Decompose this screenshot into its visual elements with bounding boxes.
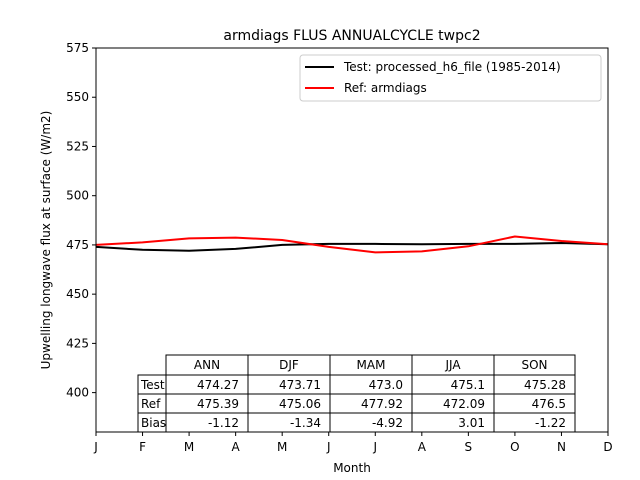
table-row-label: Test [140, 378, 165, 392]
x-tick-label: A [418, 440, 427, 454]
x-tick-label: M [184, 440, 194, 454]
legend-label: Test: processed_h6_file (1985-2014) [343, 60, 561, 74]
legend-label: Ref: armdiags [344, 81, 427, 95]
table-cell-value: 472.09 [443, 397, 485, 411]
y-tick-label: 425 [66, 336, 89, 350]
table-cell-value: 475.1 [451, 378, 485, 392]
table-cell-value: 475.28 [524, 378, 566, 392]
table-column-header: SON [521, 358, 547, 372]
table-cell-value: 475.06 [279, 397, 321, 411]
table-column-header: ANN [194, 358, 220, 372]
x-tick-label: F [139, 440, 146, 454]
table-column-header: MAM [357, 358, 386, 372]
table-column-header: JJA [444, 358, 461, 372]
y-tick-label: 475 [66, 238, 89, 252]
y-tick-label: 400 [66, 386, 89, 400]
legend: Test: processed_h6_file (1985-2014) Ref: … [299, 54, 602, 102]
x-tick-label: J [93, 440, 98, 454]
x-tick-label: S [465, 440, 473, 454]
series-line [95, 242, 609, 252]
table-cell-value: -4.92 [372, 416, 403, 430]
chart-title: armdiags FLUS ANNUALCYCLE twpc2 [223, 28, 480, 44]
table-cell-value: 473.0 [369, 378, 403, 392]
plot-frame [95, 47, 609, 433]
x-tick-label: J [372, 440, 377, 454]
series-line [95, 235, 609, 254]
y-tick-label: 450 [66, 287, 89, 301]
stats-table: ANN DJF MAM JJA SON Test 474.27 473.71 473.0 475.… [137, 354, 576, 433]
table-cell-value: 473.71 [279, 378, 321, 392]
y-axis-label: Upwelling longwave flux at surface (W/m2… [39, 111, 53, 370]
legend-box [299, 54, 602, 102]
table-cell-value: -1.22 [535, 416, 566, 430]
x-tick-label: J [326, 440, 331, 454]
x-tick-label: A [232, 440, 241, 454]
table-cell-value: 474.27 [197, 378, 239, 392]
table-cell-value: 477.92 [361, 397, 403, 411]
x-tick-label: O [510, 440, 519, 454]
table-cell-value: 475.39 [197, 397, 239, 411]
table-row-label: Bias [141, 416, 166, 430]
table-column-header: DJF [279, 358, 299, 372]
table-cell-value: 3.01 [458, 416, 485, 430]
x-tick-label: D [603, 440, 612, 454]
y-tick-label: 525 [66, 139, 89, 153]
y-axis: 400 425 450 475 500 525 550 575 [66, 41, 96, 400]
table-row-label: Ref [141, 397, 161, 411]
plot-lines [95, 235, 609, 254]
y-tick-label: 575 [66, 41, 89, 55]
x-tick-label: N [557, 440, 566, 454]
table-cell-value: 476.5 [532, 397, 566, 411]
x-axis-label: Month [333, 461, 371, 475]
x-tick-label: M [277, 440, 287, 454]
table-cell-value: -1.34 [290, 416, 321, 430]
table-cell-value: -1.12 [208, 416, 239, 430]
y-tick-label: 550 [66, 90, 89, 104]
y-tick-label: 500 [66, 189, 89, 203]
